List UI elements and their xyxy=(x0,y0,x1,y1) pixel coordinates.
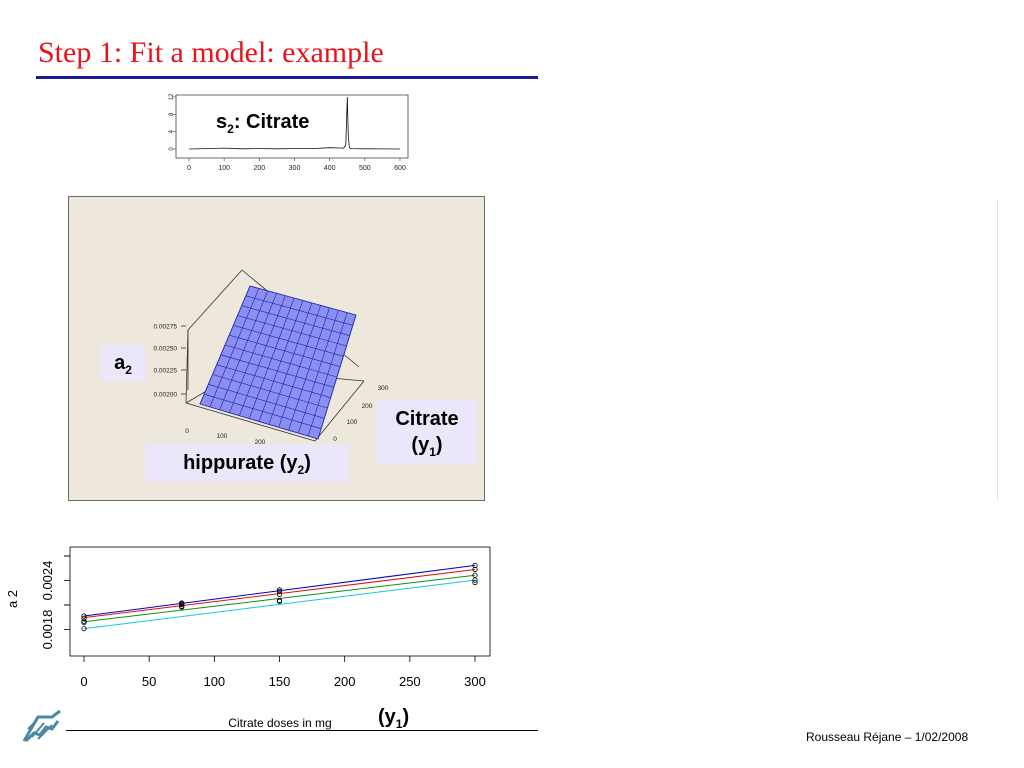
y-tick-label: 0.0024 xyxy=(40,561,55,601)
data-point xyxy=(81,626,87,632)
y-tick-label: 0 xyxy=(169,147,175,151)
data-point xyxy=(179,604,185,610)
x-axis-label: Citrate doses in mg xyxy=(228,716,331,730)
footer-rule xyxy=(66,730,538,731)
y-axis-label: a 2 xyxy=(5,590,20,608)
data-point xyxy=(276,598,283,604)
y-tick-label: 0.0018 xyxy=(40,610,55,650)
x-tick-label: 100 xyxy=(218,165,230,172)
x-tick-label: 200 xyxy=(255,439,266,446)
a2-callout: a2 xyxy=(100,345,146,381)
spectrum-chart: 0 100 200 300 400 500 600 0 4 8 12 xyxy=(169,93,409,172)
data-point xyxy=(179,601,185,608)
x-tick-label: 300 xyxy=(289,165,301,172)
surface-gridline xyxy=(307,312,348,437)
x-tick-label: 250 xyxy=(399,674,421,689)
y1-label: (y1) xyxy=(378,706,410,731)
y-tick-label: 0 xyxy=(333,436,337,443)
regression-line xyxy=(83,579,476,630)
title-underline xyxy=(36,76,538,79)
x-tick-label: 0 xyxy=(185,428,189,435)
z-tick-label: 0.00250 xyxy=(154,346,178,353)
surface-plot: 0.00200 0.00225 0.00250 0.00275 0 100 200 0 100 2… xyxy=(154,269,389,446)
box-edge xyxy=(314,380,365,442)
footer-credit: Rousseau Réjane – 1/02/2008 xyxy=(806,730,969,744)
z-tick-label: 0.00275 xyxy=(154,324,178,331)
data-point xyxy=(276,588,283,595)
x-tick-label: 300 xyxy=(464,674,486,689)
plot-frame xyxy=(69,546,491,657)
spectrum-label: s2: Citrate xyxy=(216,111,310,136)
x-tick-label: 50 xyxy=(142,674,156,689)
surface-gridline xyxy=(208,384,325,419)
x-tick-label: 600 xyxy=(394,165,406,172)
box-edge xyxy=(185,402,316,442)
x-tick-label: 400 xyxy=(324,165,336,172)
y-tick-label: 8 xyxy=(169,112,175,116)
panel-edge-line xyxy=(997,199,998,501)
box-edge xyxy=(187,269,243,331)
x-tick-label: 100 xyxy=(203,674,225,689)
data-point xyxy=(472,572,478,578)
y-tick-label: 100 xyxy=(347,419,358,426)
surface-gridline xyxy=(204,393,322,429)
z-tick-label: 0.00225 xyxy=(154,368,178,375)
regression-chart: 0 50 100 150 200 250 300 0.0018 0.0024 a 2 Citrate… xyxy=(5,546,491,730)
data-point xyxy=(472,577,478,583)
x-tick-label: 0 xyxy=(80,674,87,689)
x-tick-label: 200 xyxy=(334,674,356,689)
slide-title: Step 1: Fit a model: example xyxy=(38,36,384,69)
x-tick-label: 0 xyxy=(187,165,191,172)
x-tick-label: 200 xyxy=(253,165,265,172)
spectrum-frame xyxy=(175,94,409,159)
regression-line xyxy=(83,564,476,617)
data-point xyxy=(472,566,478,573)
hippurate-callout: hippurate (y2) xyxy=(145,444,349,482)
y-tick-label: 12 xyxy=(169,93,175,100)
z-tick-label: 0.00200 xyxy=(154,392,178,399)
y-tick-label: 4 xyxy=(169,129,175,133)
data-point xyxy=(472,579,478,586)
x-tick-label: 100 xyxy=(217,433,228,440)
x-tick-label: 500 xyxy=(359,165,371,172)
institution-logo xyxy=(22,709,62,743)
spectrum-line xyxy=(188,96,401,150)
y-tick-label: 200 xyxy=(362,403,373,410)
data-point xyxy=(81,619,87,626)
data-point xyxy=(81,613,87,619)
faint-mark xyxy=(766,64,782,68)
data-point xyxy=(276,591,283,597)
citrate-callout: Citrate (y1) xyxy=(377,400,477,464)
y-tick-label: 300 xyxy=(378,385,389,392)
x-tick-label: 150 xyxy=(269,674,291,689)
